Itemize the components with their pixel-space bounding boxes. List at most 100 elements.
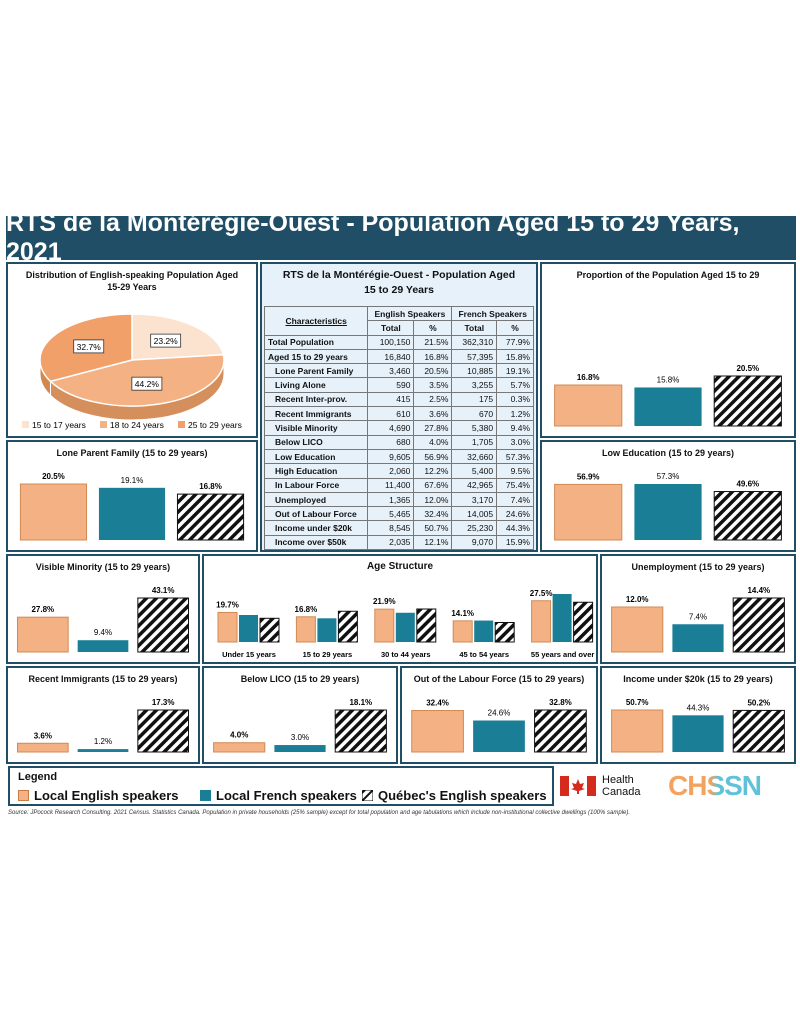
bar xyxy=(17,616,69,653)
data-label: 56.9% xyxy=(577,472,600,481)
row-label: Recent Inter-prov. xyxy=(263,391,369,408)
bar xyxy=(494,622,515,643)
pie-legend-item: 18 to 24 years xyxy=(100,420,164,430)
data-label: 43.1% xyxy=(152,586,175,595)
health-canada-logo: Health Canada xyxy=(560,774,652,798)
row-label: Income over $50k xyxy=(263,534,369,551)
table-cell: 3.5% xyxy=(413,377,453,393)
table-cell: 9,605 xyxy=(367,448,415,465)
chssn-logo: CHSSN xyxy=(668,770,762,802)
visible-minority-chart: 27.8% 9.4% 43.1% xyxy=(17,586,189,653)
unemployment-title: Unemployment (15 to 29 years) xyxy=(631,562,765,572)
data-label: 19.1% xyxy=(121,476,144,485)
legend-label-english: Local English speakers xyxy=(34,788,179,803)
bar xyxy=(474,620,494,642)
proportion-panel: Proportion of the Population Aged 15 to … xyxy=(540,262,796,438)
data-label: 21.9% xyxy=(373,597,396,606)
data-label: 9.4% xyxy=(94,628,112,637)
table-cell: 5.7% xyxy=(496,377,534,393)
table-cell: 2,060 xyxy=(367,463,415,479)
data-label: 12.0% xyxy=(626,595,649,604)
recent-immigrants-title: Recent Immigrants (15 to 29 years) xyxy=(28,674,178,684)
data-label: 16.8% xyxy=(199,482,222,491)
lone-parent-title: Lone Parent Family (15 to 29 years) xyxy=(56,448,208,458)
bar xyxy=(534,709,587,753)
svg-text:32.7%: 32.7% xyxy=(77,342,102,352)
table-cell: 680 xyxy=(367,434,415,450)
table-cell: 24.6% xyxy=(496,506,534,522)
out-labour-title: Out of the Labour Force (15 to 29 years) xyxy=(413,674,585,684)
table-row: Income under $20k 8,545 50.7% 25,230 44.3% xyxy=(263,520,534,536)
table-row: Below LICO 680 4.0% 1,705 3.0% xyxy=(263,434,534,450)
bar xyxy=(217,611,238,643)
table-row: Total Population 100,150 21.5% 362,310 77.9% xyxy=(263,334,534,350)
canada-flag-icon xyxy=(560,776,596,796)
row-label: Unemployed xyxy=(263,491,369,508)
legend-label-quebec: Québec's English speakers xyxy=(378,788,547,803)
low-education-panel: Low Education (15 to 29 years) 56.9% 57.3… xyxy=(540,440,796,552)
table-cell: 75.4% xyxy=(496,477,534,493)
bar xyxy=(732,597,785,653)
bar xyxy=(634,387,702,426)
pie-panel: Distribution of English-speaking Populat… xyxy=(6,262,258,438)
row-label: Lone Parent Family xyxy=(263,363,369,379)
svg-text:15 to 17 years: 15 to 17 years xyxy=(32,420,86,430)
table-cell: 1,365 xyxy=(367,491,415,508)
bar xyxy=(337,610,358,643)
recent-immigrants-chart: 3.6% 1.2% 17.3% xyxy=(17,698,189,753)
svg-text:23.2%: 23.2% xyxy=(154,336,179,346)
data-table: Characteristics English Speakers French … xyxy=(263,305,534,551)
bar xyxy=(732,709,785,753)
col-characteristics: Characteristics xyxy=(263,306,369,336)
data-label: 18.1% xyxy=(349,698,372,707)
table-cell: 3,460 xyxy=(367,363,415,379)
bar xyxy=(452,620,473,643)
table-cell: 19.1% xyxy=(496,363,534,379)
col-en-pct: % xyxy=(413,320,453,336)
table-cell: 610 xyxy=(367,406,415,422)
row-label: In Labour Force xyxy=(263,477,369,493)
svg-text:18 to 24 years: 18 to 24 years xyxy=(110,420,164,430)
bar xyxy=(713,491,782,541)
svg-text:44.2%: 44.2% xyxy=(135,379,160,389)
table-cell: 12.0% xyxy=(413,491,453,508)
data-label: 24.6% xyxy=(488,709,511,718)
bar xyxy=(295,616,316,643)
table-cell: 12.2% xyxy=(413,463,453,479)
chssn-text: CHSSN xyxy=(668,770,762,801)
table-cell: 67.6% xyxy=(413,477,453,493)
visible-minority-panel: Visible Minority (15 to 29 years) 27.8% 9… xyxy=(6,554,200,664)
table-cell: 20.5% xyxy=(413,363,453,379)
row-label: Total Population xyxy=(263,334,369,350)
bar xyxy=(334,709,387,753)
table-row: Aged 15 to 29 years 16,840 16.8% 57,395 15.8… xyxy=(263,348,534,365)
table-cell: 27.8% xyxy=(413,420,453,436)
table-cell: 12.1% xyxy=(413,534,453,551)
table-cell: 362,310 xyxy=(451,334,498,350)
table-cell: 1.2% xyxy=(496,406,534,422)
data-label: 32.8% xyxy=(549,698,572,707)
infographic: RTS de la Montérégie-Ouest - Population … xyxy=(4,209,796,822)
data-label: 50.2% xyxy=(747,698,770,707)
table-body: Total Population 100,150 21.5% 362,310 77.9%… xyxy=(263,334,534,551)
age-structure-title: Age Structure xyxy=(366,561,434,572)
data-table-panel: RTS de la Montérégie-Ouest - Population … xyxy=(260,262,538,552)
table-cell: 16.8% xyxy=(413,348,453,365)
row-label: Recent Immigrants xyxy=(263,406,369,422)
data-label: 15.8% xyxy=(657,375,680,384)
data-label: 14.1% xyxy=(451,609,474,618)
table-cell: 10,885 xyxy=(451,363,498,379)
table-cell: 25,230 xyxy=(451,520,498,536)
x-tick-label: 55 years and over xyxy=(531,650,594,659)
visible-minority-title: Visible Minority (15 to 29 years) xyxy=(35,562,171,572)
proportion-chart: 16.8% 15.8% 20.5% xyxy=(554,364,782,427)
table-cell: 4.0% xyxy=(413,434,453,450)
bar xyxy=(374,608,395,643)
table-cell: 1,705 xyxy=(451,434,498,450)
page-title: RTS de la Montérégie-Ouest - Population … xyxy=(6,209,796,266)
source-note: Source: JPocock Research Consulting. 202… xyxy=(8,810,631,816)
table-row: High Education 2,060 12.2% 5,400 9.5% xyxy=(263,463,534,479)
pie-chart: 23.2% 44.2% 32.7% 15 to 17 years 18 to 24 ye… xyxy=(22,313,242,430)
bar xyxy=(77,749,129,752)
age-structure-panel: Age Structure 19.7% Under 15 years 16.8% 15… xyxy=(202,554,598,664)
